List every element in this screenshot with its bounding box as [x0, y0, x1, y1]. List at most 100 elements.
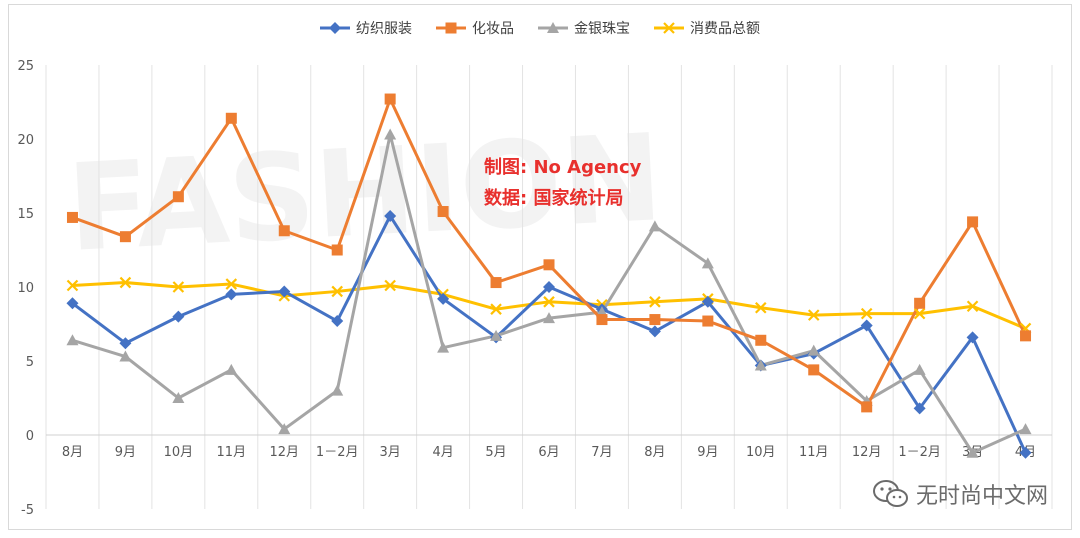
- watermark: 无时尚中文网: [872, 478, 1048, 510]
- series-3-point: [490, 303, 502, 315]
- series-1-point: [1020, 330, 1032, 342]
- series-1-point: [172, 191, 184, 203]
- data-source-label: 数据: 国家统计局: [484, 188, 624, 209]
- series-2-point: [648, 220, 661, 232]
- series-3-point: [331, 285, 343, 298]
- series-3-point: [543, 296, 555, 308]
- legend-label: 纺织服装: [356, 21, 412, 37]
- x-tick-label: 8月: [62, 445, 83, 460]
- series-1-point: [596, 314, 608, 326]
- series-2-point: [331, 384, 344, 396]
- series-2-point: [437, 341, 450, 353]
- series-0-point: [701, 295, 714, 308]
- series-3-point: [66, 279, 79, 292]
- series-2-point: [701, 257, 714, 269]
- series-1-point: [967, 216, 979, 228]
- x-tick-label: 4月: [432, 445, 453, 460]
- legend-label: 化妆品: [472, 21, 514, 37]
- y-tick-label: 15: [17, 207, 34, 222]
- x-tick-label: 9月: [697, 445, 718, 460]
- series-3-point: [966, 300, 979, 313]
- series-2-point: [543, 312, 555, 324]
- x-tick-label: 1－2月: [316, 445, 359, 460]
- series-2-point: [278, 423, 291, 435]
- series-1-point: [543, 259, 555, 271]
- legend-item: 金银珠宝: [538, 18, 630, 38]
- x-tick-label: 12月: [269, 445, 299, 460]
- series-1-point: [649, 314, 661, 326]
- series-1-point: [702, 315, 714, 327]
- watermark-text: 无时尚中文网: [915, 484, 1048, 509]
- legend-item: 化妆品: [436, 18, 514, 38]
- series-1-point: [225, 112, 237, 124]
- series-3-point: [225, 278, 238, 290]
- x-tick-label: 10月: [164, 445, 194, 460]
- series-1-point: [914, 297, 926, 309]
- legend-marker: [663, 22, 675, 34]
- series-1-point: [861, 401, 873, 413]
- series-2-point: [119, 350, 132, 362]
- series-2-point: [754, 359, 767, 371]
- series-3-point: [913, 307, 926, 320]
- x-tick-label: 12月: [852, 445, 882, 460]
- series-2-point: [1019, 423, 1032, 435]
- series-0-point: [1019, 446, 1032, 459]
- x-tick-label: 1－2月: [898, 445, 941, 460]
- legend-item: 消费品总额: [654, 18, 760, 38]
- legend-swatch: [654, 22, 684, 34]
- series-2-point: [66, 334, 79, 346]
- x-tick-label: 11月: [799, 445, 829, 460]
- legend-item: 纺织服装: [320, 18, 412, 38]
- series-2-point: [172, 392, 185, 403]
- legend-label: 消费品总额: [690, 21, 760, 37]
- y-tick-label: 25: [17, 59, 34, 74]
- series-3-point: [384, 279, 396, 292]
- series-2-point: [384, 128, 397, 140]
- x-tick-label: 3月: [380, 445, 401, 460]
- series-1-point: [808, 364, 820, 376]
- series-3-point: [807, 309, 820, 321]
- series-3-point: [119, 276, 132, 289]
- series-1-point: [755, 334, 767, 346]
- series-2-point: [966, 446, 979, 458]
- series-0-point: [913, 402, 926, 415]
- series-3-point: [172, 281, 185, 293]
- legend-marker: [445, 22, 457, 34]
- series-2-point: [913, 363, 926, 375]
- series-0-point: [119, 337, 132, 350]
- y-tick-label: 5: [26, 355, 34, 370]
- x-tick-label: 8月: [644, 445, 665, 460]
- series-3-point: [860, 307, 873, 320]
- series-1-point: [66, 211, 78, 223]
- series-0-point: [278, 285, 291, 298]
- series-0-point: [384, 209, 397, 222]
- series-2-point: [807, 344, 820, 356]
- wechat-icon: [872, 480, 908, 507]
- legend-marker: [329, 22, 341, 34]
- series-0-point: [648, 325, 661, 338]
- series-0-point: [437, 292, 450, 305]
- series-1-point: [119, 231, 131, 243]
- series-0-point: [543, 281, 555, 293]
- series-1-point: [437, 206, 449, 218]
- chart-legend: 纺织服装 化妆品 金银珠宝 消费品总额: [0, 18, 1080, 38]
- series-1-point: [490, 277, 502, 289]
- x-tick-label: 9月: [115, 445, 136, 460]
- series-1-point: [384, 93, 396, 105]
- series-0-point: [225, 288, 238, 301]
- series-3-point: [649, 296, 661, 308]
- series-2-point: [490, 329, 503, 341]
- series-1-point: [331, 244, 343, 256]
- legend-swatch: [320, 22, 350, 34]
- x-tick-label: 6月: [538, 445, 559, 460]
- series-0-point: [860, 319, 873, 332]
- legend-swatch: [538, 22, 568, 33]
- series-0-point: [331, 315, 344, 328]
- legend-label: 金银珠宝: [574, 21, 630, 37]
- series-2-point: [225, 363, 238, 375]
- y-tick-label: 20: [17, 133, 34, 148]
- legend-swatch: [436, 22, 466, 34]
- series-0-point: [172, 310, 185, 323]
- chart-credit-label: 制图: No Agency: [484, 157, 642, 178]
